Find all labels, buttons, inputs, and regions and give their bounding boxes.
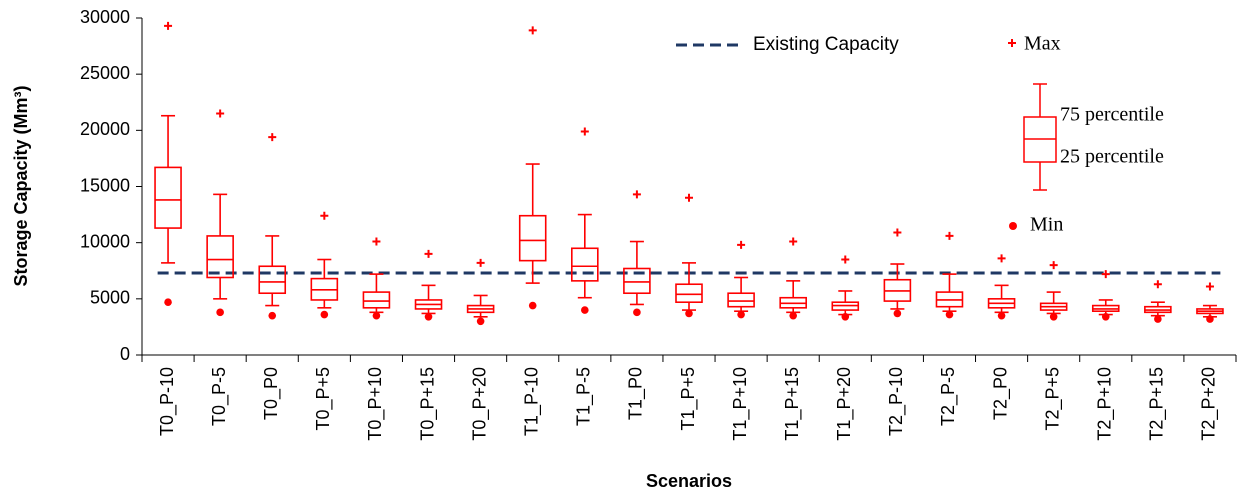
max-marker xyxy=(1153,280,1162,289)
min-marker xyxy=(945,310,954,319)
min-marker xyxy=(581,306,589,314)
x-tick-label: T0_P+10 xyxy=(365,367,386,441)
min-marker xyxy=(685,309,693,318)
max-marker xyxy=(372,237,381,246)
legend-min-label: Min xyxy=(1030,214,1063,236)
y-tick-label: 10000 xyxy=(80,231,130,251)
box xyxy=(258,265,287,295)
y-axis-title: Storage Capacity (Mm³) xyxy=(11,85,31,286)
y-tick-label: 25000 xyxy=(80,63,130,83)
x-tick-label: T1_P+10 xyxy=(730,367,751,441)
min-marker xyxy=(789,311,797,320)
min-marker xyxy=(1206,315,1214,323)
max-marker xyxy=(320,211,329,220)
min-marker xyxy=(1154,315,1162,323)
min-marker xyxy=(737,310,745,319)
max-marker xyxy=(580,127,589,136)
box xyxy=(571,247,599,282)
max-marker xyxy=(424,249,433,258)
legend-q1-label: 25 percentile xyxy=(1060,146,1164,168)
max-marker xyxy=(476,258,485,267)
x-tick-label: T1_P+20 xyxy=(834,367,855,441)
x-tick-label: T2_P-5 xyxy=(938,367,959,426)
legend-ref-label: Existing Capacity xyxy=(753,34,899,55)
min-marker xyxy=(372,311,381,320)
box xyxy=(623,267,651,295)
max-marker xyxy=(893,228,902,237)
y-tick-label: 20000 xyxy=(80,119,130,139)
max-marker xyxy=(216,109,225,118)
x-tick-label: T1_P+15 xyxy=(782,367,803,441)
legend-q3-label: 75 percentile xyxy=(1060,104,1164,126)
x-tick-label: T0_P-10 xyxy=(157,367,178,436)
y-tick-label: 5000 xyxy=(90,288,130,308)
min-marker xyxy=(268,311,277,320)
min-marker xyxy=(476,317,485,326)
min-marker xyxy=(893,309,902,318)
max-marker xyxy=(1101,270,1110,279)
min-marker xyxy=(528,301,537,310)
box xyxy=(518,214,547,262)
x-tick-label: T2_P+5 xyxy=(1042,367,1063,431)
max-marker xyxy=(632,190,641,199)
min-marker xyxy=(320,310,329,319)
y-tick-label: 15000 xyxy=(80,175,130,195)
x-tick-label: T2_P+20 xyxy=(1199,367,1220,441)
y-tick-label: 0 xyxy=(120,344,130,364)
x-tick-label: T0_P0 xyxy=(261,367,282,420)
min-marker xyxy=(1101,313,1110,321)
min-marker xyxy=(841,313,850,321)
y-tick-label: 30000 xyxy=(80,7,130,27)
max-marker xyxy=(1205,282,1214,291)
box xyxy=(675,283,703,304)
min-marker xyxy=(216,308,224,317)
max-marker xyxy=(841,255,850,264)
legend-min-icon xyxy=(1009,222,1017,230)
legend: Existing Capacity Max 75 percentile 25 p… xyxy=(676,33,1164,236)
x-tick-label: T1_P+5 xyxy=(678,367,699,431)
max-marker xyxy=(268,133,277,142)
max-marker xyxy=(164,21,173,30)
max-marker xyxy=(685,193,693,202)
min-marker xyxy=(997,311,1006,320)
min-marker xyxy=(633,308,641,317)
max-marker xyxy=(1049,261,1058,270)
max-marker xyxy=(789,237,798,246)
box xyxy=(362,291,391,309)
max-marker xyxy=(997,254,1006,263)
x-axis-title: Scenarios xyxy=(646,471,732,491)
x-tick-label: T1_P-10 xyxy=(521,367,542,436)
x-tick-label: T2_P+10 xyxy=(1095,367,1116,441)
x-tick-label: T0_P+15 xyxy=(417,367,438,441)
max-marker xyxy=(528,26,537,35)
x-tick-label: T1_P0 xyxy=(626,367,647,420)
x-tick-label: T2_P-10 xyxy=(886,367,907,436)
x-tick-label: T2_P0 xyxy=(990,367,1011,420)
x-tick-label: T0_P-5 xyxy=(209,367,230,426)
x-tick-label: T2_P+15 xyxy=(1147,367,1168,441)
box xyxy=(206,235,234,279)
min-marker xyxy=(164,298,172,307)
x-tick-label: T1_P-5 xyxy=(574,367,595,426)
max-marker xyxy=(737,240,746,249)
box xyxy=(727,292,755,308)
legend-max-icon xyxy=(1008,39,1016,47)
min-marker xyxy=(1049,313,1058,321)
min-marker xyxy=(424,313,433,321)
box xyxy=(154,166,182,229)
x-tick-label: T0_P+20 xyxy=(469,367,490,441)
legend-max-label: Max xyxy=(1024,33,1061,55)
max-marker xyxy=(945,231,954,240)
x-tick-label: T0_P+5 xyxy=(313,367,334,431)
legend-box-icon xyxy=(1023,83,1057,191)
